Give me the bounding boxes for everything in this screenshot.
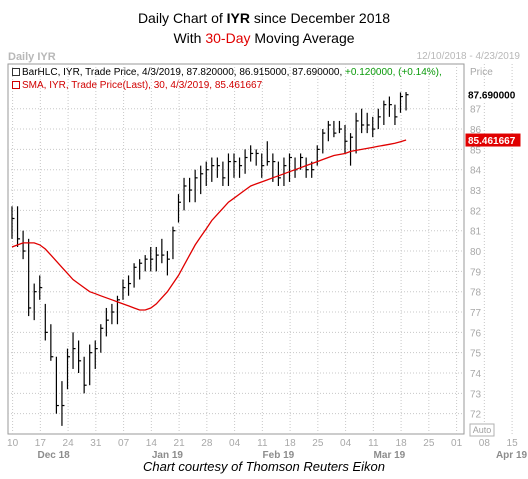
plot-frame — [7, 63, 465, 435]
sma-series-icon — [12, 81, 20, 89]
x-tick-label: 31 — [90, 438, 102, 449]
sma-line — [11, 139, 407, 311]
y-tick-label: 81 — [470, 227, 482, 238]
x-tick-label: 11 — [368, 438, 379, 449]
y-tick-label: 83 — [470, 186, 482, 197]
x-tick-label: 18 — [396, 438, 408, 449]
legend-bars-text: BarHLC, IYR, Trade Price, 4/3/2019, 87.8… — [22, 67, 346, 78]
title-highlight: 30-Day — [205, 30, 251, 46]
title2-suffix: Moving Average — [250, 30, 355, 46]
chart-caption: Chart courtesy of Thomson Reuters Eikon — [142, 459, 386, 474]
title2-prefix: With — [173, 30, 206, 46]
x-tick-label: 18 — [285, 438, 297, 449]
y-tick-label: 76 — [470, 328, 482, 339]
x-tick-label: 25 — [423, 438, 435, 449]
y-tick-label: 73 — [470, 389, 482, 400]
x-tick-label: 04 — [229, 438, 241, 449]
sma-price-label-box — [465, 133, 521, 147]
y-tick-label: 79 — [470, 267, 482, 278]
y-axis-label: Price — [470, 67, 493, 78]
chart-title-line-1: Daily Chart of IYR since December 2018 — [0, 10, 528, 26]
y-tick-label: 85 — [470, 145, 482, 156]
x-month-label: Feb 19 — [263, 450, 295, 461]
x-tick-label: 04 — [340, 438, 352, 449]
x-tick-label: 11 — [257, 438, 268, 449]
x-tick-label: 28 — [201, 438, 213, 449]
y-tick-label: 74 — [470, 369, 482, 380]
legend-bars-change: +0.120000, (+0.14%), — [345, 67, 442, 78]
x-tick-label: 08 — [479, 438, 491, 449]
x-month-label: Mar 19 — [374, 450, 406, 461]
x-tick-label: 17 — [35, 438, 47, 449]
y-tick-label: 77 — [470, 308, 482, 319]
y-tick-label: 78 — [470, 288, 482, 299]
hlc-bars-series — [11, 92, 409, 426]
date-range-label: 12/10/2018 - 4/23/2019 — [416, 51, 520, 62]
auto-scale-button — [469, 423, 495, 437]
x-tick-label: 25 — [312, 438, 324, 449]
chart-axes: 72 73 74 75 76 77 78 79 80 81 82 83 84 85 86 87 Price 10 1… — [7, 67, 528, 461]
x-tick-label: 14 — [146, 438, 158, 449]
x-tick-label: 01 — [451, 438, 463, 449]
x-month-label: Apr 19 — [496, 450, 528, 461]
title-symbol: IYR — [226, 10, 250, 26]
x-tick-label: 07 — [118, 438, 130, 449]
title-prefix: Daily Chart of — [137, 10, 227, 26]
last-price-label: 87.690000 — [468, 91, 516, 102]
last-price-label-box — [465, 88, 521, 102]
chart-grid — [7, 63, 513, 435]
y-tick-label: 87 — [470, 105, 482, 116]
x-month-label: Jan 19 — [152, 450, 184, 461]
y-tick-label: 82 — [470, 206, 482, 217]
legend-sma-text: SMA, IYR, Trade Price(Last), 30, 4/3/201… — [22, 80, 263, 91]
chart-title-line-2: With 30-Day Moving Average — [0, 30, 528, 46]
x-tick-label: 21 — [174, 438, 186, 449]
y-tick-label: 84 — [470, 166, 482, 177]
y-tick-label: 86 — [470, 125, 482, 136]
x-tick-label: 10 — [7, 438, 19, 449]
title-suffix: since December 2018 — [249, 10, 391, 26]
x-tick-label: 15 — [507, 438, 519, 449]
x-month-label: Dec 18 — [38, 450, 71, 461]
y-tick-label: 72 — [470, 410, 482, 421]
y-tick-label: 75 — [470, 349, 482, 360]
bar-series-icon — [12, 68, 20, 76]
auto-scale-label: Auto — [473, 425, 492, 435]
legend-bars: BarHLC, IYR, Trade Price, 4/3/2019, 87.8… — [12, 67, 442, 78]
y-tick-label: 80 — [470, 247, 482, 258]
x-tick-label: 24 — [63, 438, 75, 449]
ticker-label: Daily IYR — [8, 51, 56, 63]
sma-price-label: 85.461667 — [468, 136, 516, 147]
legend-sma: SMA, IYR, Trade Price(Last), 30, 4/3/201… — [12, 80, 262, 91]
